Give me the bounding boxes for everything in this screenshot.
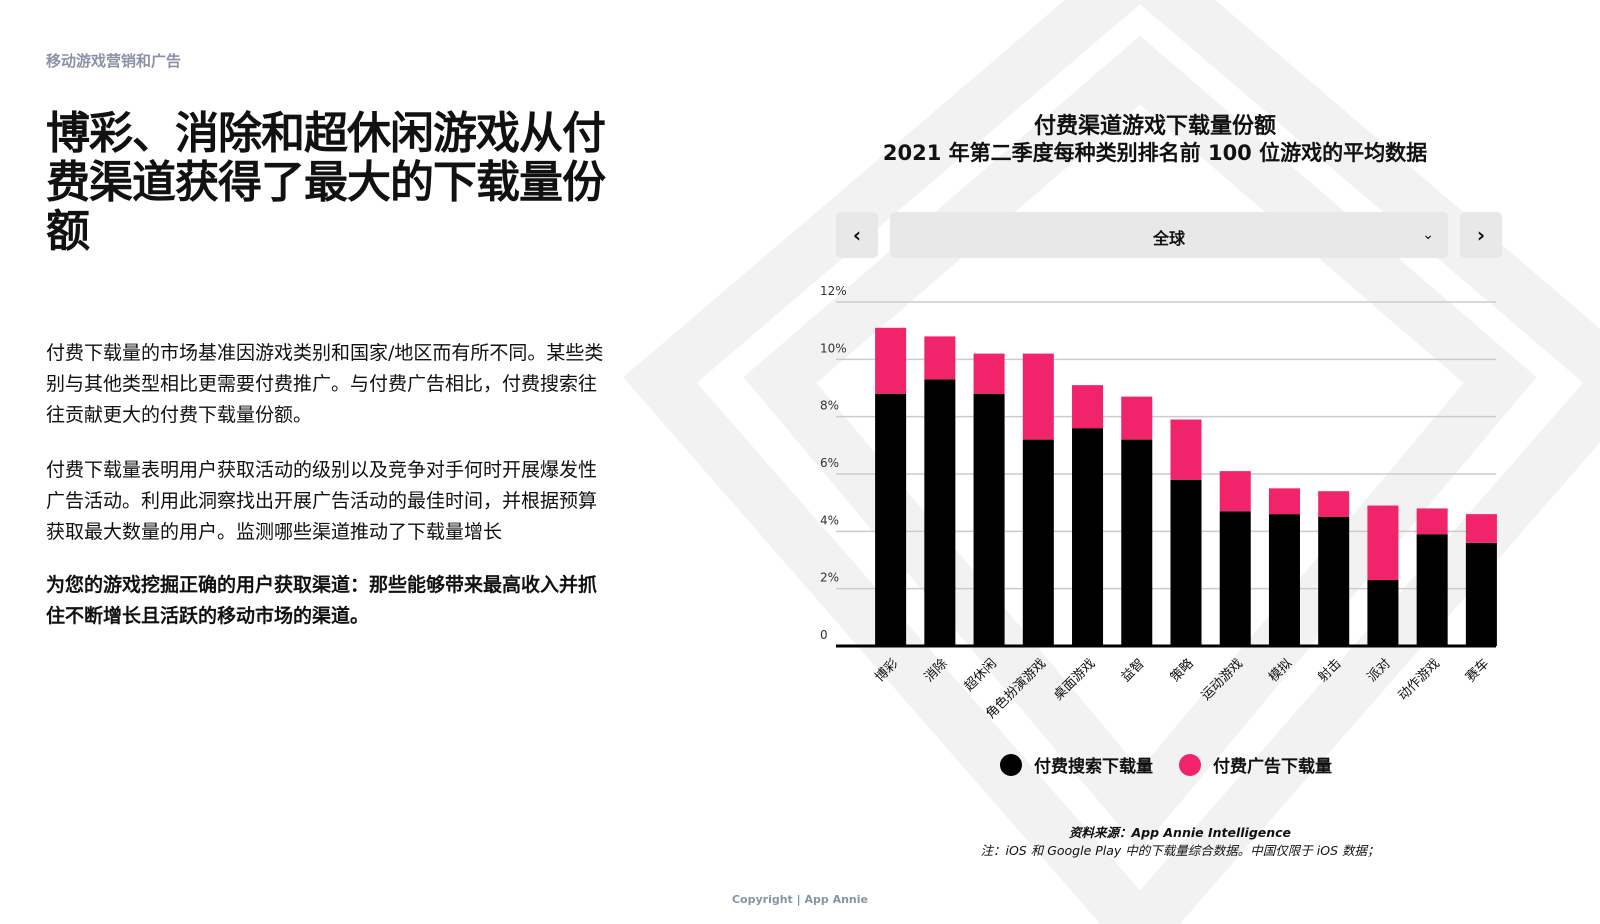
bar-ads	[1367, 505, 1399, 581]
legend-swatch-search	[1000, 753, 1022, 776]
source-text: 资料来源：App Annie Intelligence	[1068, 825, 1292, 840]
note-text: 注：iOS 和 Google Play 中的下载量综合数据。中国仅限于 iOS …	[980, 843, 1380, 858]
x-tick-label: 派对	[1365, 656, 1394, 685]
prev-button[interactable]: ‹	[836, 212, 878, 258]
bar-ads	[1219, 471, 1251, 512]
bar-search	[1416, 534, 1448, 646]
bar-search	[1318, 517, 1350, 646]
bar-ads	[1465, 514, 1497, 543]
y-tick-label: 8%	[820, 399, 839, 413]
bar-ads	[875, 327, 907, 394]
bar-ads	[1318, 491, 1350, 517]
x-tick-label: 超休闲	[962, 656, 1000, 694]
bar-search	[1170, 479, 1202, 646]
bar-search	[924, 379, 956, 646]
bar-search	[1022, 439, 1054, 646]
x-tick-label: 策略	[1167, 656, 1197, 686]
bar-ads	[1170, 419, 1202, 480]
y-tick-label: 10%	[820, 341, 847, 355]
x-tick-label: 益智	[1119, 656, 1148, 685]
chevron-right-icon: ›	[1476, 223, 1486, 247]
bar-search	[1121, 439, 1153, 646]
paragraph-insight: 付费下载量表明用户获取活动的级别以及竞争对手何时开展爆发性广告活动。利用此洞察找…	[46, 459, 598, 543]
y-tick-label: 12%	[820, 284, 847, 298]
next-button[interactable]: ›	[1460, 212, 1502, 258]
bar-search	[1465, 542, 1497, 646]
text-panel: 移动游戏营销和广告 博彩、消除和超休闲游戏从付费渠道获得了最大的下载量份额 付费…	[46, 46, 606, 632]
chevron-left-icon: ‹	[852, 223, 862, 247]
x-tick-label: 运动游戏	[1199, 656, 1246, 703]
y-tick-label: 0	[820, 628, 828, 642]
legend-swatch-ads	[1179, 753, 1201, 776]
y-tick-label: 6%	[820, 456, 839, 470]
bar-ads	[973, 353, 1005, 394]
bar-ads	[1416, 508, 1448, 535]
bar-ads	[1022, 353, 1054, 440]
copyright: Copyright | App Annie	[731, 893, 868, 906]
x-tick-label: 消除	[922, 656, 951, 685]
x-tick-label: 赛车	[1463, 656, 1493, 686]
chart-subtitle: 2021 年第二季度每种类别排名前 100 位游戏的平均数据	[882, 141, 1428, 165]
x-tick-label: 射击	[1315, 656, 1345, 686]
legend-label-ads: 付费广告下载量	[1213, 757, 1332, 777]
chart-title: 付费渠道游戏下载量份额	[1033, 114, 1276, 139]
section-label: 移动游戏营销和广告	[46, 52, 182, 70]
bar-ads	[924, 336, 956, 380]
legend: 付费搜索下载量 付费广告下载量	[1000, 752, 1358, 777]
chevron-down-icon: ⌄	[1422, 227, 1434, 243]
bar-search	[1367, 580, 1399, 646]
region-dropdown[interactable]: 全球 ⌄	[890, 212, 1448, 258]
x-tick-label: 博彩	[872, 656, 901, 685]
y-tick-label: 4%	[820, 513, 839, 527]
headline: 博彩、消除和超休闲游戏从付费渠道获得了最大的下载量份额	[46, 108, 606, 257]
bar-ads	[1072, 385, 1104, 429]
y-tick-label: 2%	[820, 571, 839, 585]
bar-ads	[1121, 396, 1153, 440]
bar-search	[1268, 514, 1300, 646]
x-tick-label: 动作游戏	[1396, 656, 1443, 703]
bar-search	[1219, 511, 1251, 646]
paragraph-benchmark: 付费下载量的市场基准因游戏类别和国家/地区而有所不同。某些类别与其他类型相比更需…	[46, 342, 604, 426]
bar-search	[1072, 428, 1104, 646]
region-label: 全球	[1152, 229, 1185, 248]
bar-search	[875, 393, 907, 646]
legend-label-search: 付费搜索下载量	[1034, 757, 1153, 777]
paragraph-callout: 为您的游戏挖掘正确的用户获取渠道：那些能够带来最高收入并抓住不断增长且活跃的移动…	[46, 574, 598, 627]
bar-search	[973, 393, 1005, 646]
bar-ads	[1268, 488, 1300, 515]
x-tick-label: 桌面游戏	[1051, 656, 1098, 703]
x-tick-label: 模拟	[1266, 656, 1295, 685]
